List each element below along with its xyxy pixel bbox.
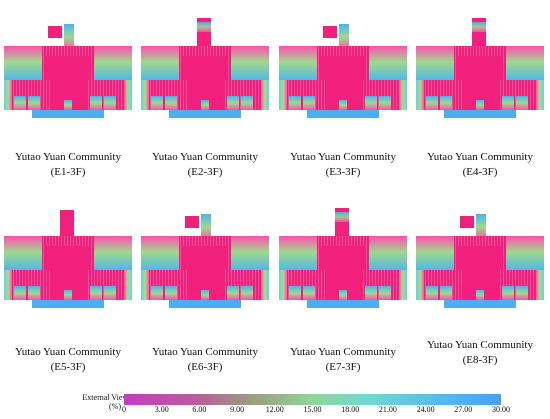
legend-tick-label: 30.00 xyxy=(492,405,510,414)
legend-tick-label: 18.00 xyxy=(341,405,360,414)
legend-title-line2: (%) xyxy=(109,402,121,411)
panel-caption-3: Yutao Yuan Community (E3-3F) xyxy=(275,150,411,180)
panel-caption-name: Yutao Yuan Community xyxy=(290,346,396,358)
panel-caption-code: (E2-3F) xyxy=(187,166,223,178)
panel-caption-5: Yutao Yuan Community (E5-3F) xyxy=(0,345,136,375)
panel-caption-name: Yutao Yuan Community xyxy=(15,151,121,163)
floor-plan-heatmap-3 xyxy=(279,18,407,118)
panel-caption-name: Yutao Yuan Community xyxy=(290,151,396,163)
panel-caption-4: Yutao Yuan Community (E4-3F) xyxy=(412,150,548,180)
floor-plan-heatmap-5 xyxy=(4,208,132,308)
panel-caption-name: Yutao Yuan Community xyxy=(152,151,258,163)
legend-tick-label: 6.00 xyxy=(192,405,207,414)
legend-tick-label: 24.00 xyxy=(416,405,435,414)
panel-caption-code: (E1-3F) xyxy=(50,166,86,178)
legend-tick-label: 21.00 xyxy=(378,405,397,414)
legend-tick-label: 3.00 xyxy=(154,405,169,414)
panel-caption-6: Yutao Yuan Community (E6-3F) xyxy=(137,345,273,375)
panel-caption-8: Yutao Yuan Community (E8-3F) xyxy=(416,338,544,368)
panel-caption-7: Yutao Yuan Community (E7-3F) xyxy=(275,345,411,375)
legend-tick-label: 15.00 xyxy=(303,405,322,414)
floor-plan-heatmap-8 xyxy=(416,208,544,308)
panel-caption-name: Yutao Yuan Community xyxy=(427,151,533,163)
panel-caption-code: (E7-3F) xyxy=(325,361,361,373)
legend-title: External View Ratio (%) xyxy=(60,393,170,411)
panel-caption-code: (E3-3F) xyxy=(325,166,361,178)
legend-tick-label: 27.00 xyxy=(454,405,473,414)
panel-caption-name: Yutao Yuan Community xyxy=(152,346,258,358)
legend-colorbar xyxy=(124,394,501,405)
panel-caption-code: (E6-3F) xyxy=(187,361,223,373)
floor-plan-heatmap-2 xyxy=(141,18,269,118)
legend-title-line1: External View Ratio xyxy=(82,393,148,402)
legend-tick-label: 0 xyxy=(122,405,126,414)
panel-caption-name: Yutao Yuan Community xyxy=(427,339,533,351)
panel-caption-1: Yutao Yuan Community (E1-3F) xyxy=(0,150,136,180)
panel-caption-code: (E4-3F) xyxy=(462,166,498,178)
panel-caption-name: Yutao Yuan Community xyxy=(15,346,121,358)
legend-tick-label: 9.00 xyxy=(230,405,245,414)
panel-caption-code: (E5-3F) xyxy=(50,361,86,373)
floor-plan-heatmap-4 xyxy=(416,18,544,118)
floor-plan-heatmap-1 xyxy=(4,18,132,118)
panel-caption-2: Yutao Yuan Community (E2-3F) xyxy=(137,150,273,180)
floor-plan-heatmap-6 xyxy=(141,208,269,308)
floor-plan-heatmap-7 xyxy=(279,208,407,308)
panel-caption-code: (E8-3F) xyxy=(462,354,498,366)
legend-tick-label: 12.00 xyxy=(265,405,284,414)
